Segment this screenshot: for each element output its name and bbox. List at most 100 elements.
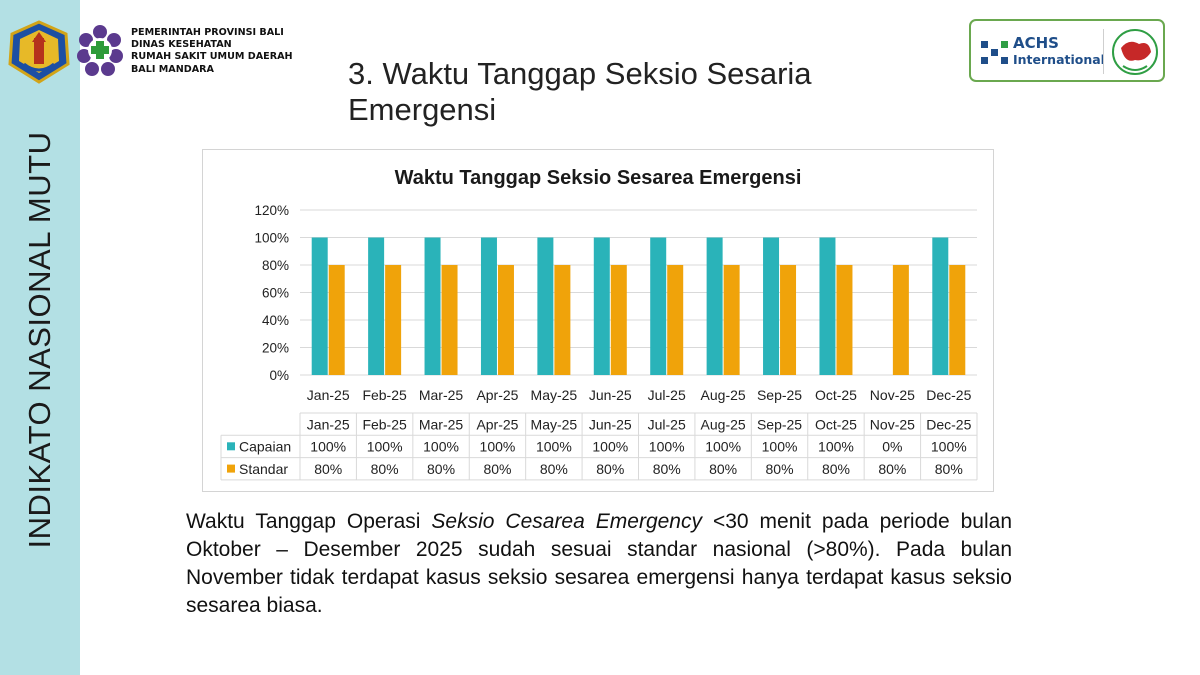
table-header-cell: Sep-25 bbox=[757, 416, 802, 432]
caption-emphasis: Seksio Cesarea Emergency bbox=[431, 510, 702, 533]
caption-text: <30 menit pada periode bulan Oktober – D… bbox=[186, 510, 1012, 617]
table-cell-standar: 80% bbox=[427, 461, 455, 477]
bar-standar-aug-25 bbox=[723, 265, 740, 375]
table-header-cell: Dec-25 bbox=[926, 416, 971, 432]
bar-standar-jun-25 bbox=[610, 265, 627, 375]
y-tick-label: 120% bbox=[254, 203, 289, 218]
table-cell-standar: 80% bbox=[935, 461, 963, 477]
x-tick-label: Sep-25 bbox=[757, 387, 802, 403]
legend-label: Capaian bbox=[239, 439, 291, 455]
legend-label: Standar bbox=[239, 461, 288, 477]
y-tick-label: 20% bbox=[262, 341, 289, 356]
bar-capaian-jan-25 bbox=[311, 237, 328, 375]
bar-standar-apr-25 bbox=[497, 265, 514, 375]
table-cell-capaian: 100% bbox=[762, 439, 798, 455]
bar-standar-jul-25 bbox=[667, 265, 684, 375]
table-cell-capaian: 100% bbox=[649, 439, 685, 455]
x-tick-label: Apr-25 bbox=[476, 387, 518, 403]
table-cell-capaian: 100% bbox=[705, 439, 741, 455]
table-cell-capaian: 100% bbox=[480, 439, 516, 455]
table-cell-capaian: 100% bbox=[367, 439, 403, 455]
table-cell-standar: 80% bbox=[483, 461, 511, 477]
table-header-cell: Mar-25 bbox=[419, 416, 464, 432]
sidebar-vertical-title: INDIKATO NASIONAL MUTU bbox=[22, 131, 57, 549]
bar-capaian-mar-25 bbox=[424, 237, 441, 375]
y-tick-label: 40% bbox=[262, 313, 289, 328]
legend-swatch-standar bbox=[227, 464, 235, 473]
table-cell-capaian: 100% bbox=[423, 439, 459, 455]
table-cell-capaian: 0% bbox=[882, 439, 902, 455]
table-header-cell: Aug-25 bbox=[701, 416, 746, 432]
bar-capaian-jul-25 bbox=[650, 237, 667, 375]
achs-name: ACHS bbox=[1013, 34, 1059, 52]
x-tick-label: Nov-25 bbox=[870, 387, 915, 403]
bar-standar-dec-25 bbox=[949, 265, 966, 375]
table-header-cell: Jun-25 bbox=[589, 416, 632, 432]
x-tick-label: Jun-25 bbox=[589, 387, 632, 403]
sidebar-band: INDIKATO NASIONAL MUTU bbox=[0, 0, 80, 675]
chart-title: Waktu Tanggap Seksio Sesarea Emergensi bbox=[395, 167, 802, 189]
bar-capaian-may-25 bbox=[537, 237, 554, 375]
x-tick-label: Feb-25 bbox=[362, 387, 407, 403]
org-line: RUMAH SAKIT UMUM DAERAH bbox=[131, 51, 293, 63]
org-line: DINAS KESEHATAN bbox=[131, 39, 232, 51]
bar-standar-mar-25 bbox=[441, 265, 458, 375]
table-cell-capaian: 100% bbox=[592, 439, 628, 455]
bar-capaian-sep-25 bbox=[763, 237, 780, 375]
table-header-cell: Feb-25 bbox=[362, 416, 407, 432]
hospital-logo-icon bbox=[77, 25, 123, 76]
table-cell-standar: 80% bbox=[653, 461, 681, 477]
achs-badge: ACHS International bbox=[969, 19, 1165, 82]
x-tick-label: Oct-25 bbox=[815, 387, 857, 403]
table-cell-capaian: 100% bbox=[310, 439, 346, 455]
y-tick-label: 0% bbox=[269, 368, 289, 383]
bar-standar-sep-25 bbox=[780, 265, 797, 375]
bar-chart: Waktu Tanggap Seksio Sesarea Emergensi 0%… bbox=[220, 167, 978, 481]
table-header-cell: Nov-25 bbox=[870, 416, 915, 432]
achs-subtitle: International bbox=[1013, 52, 1105, 67]
bar-standar-oct-25 bbox=[836, 265, 853, 375]
table-cell-standar: 80% bbox=[878, 461, 906, 477]
table-cell-capaian: 100% bbox=[931, 439, 967, 455]
bar-standar-may-25 bbox=[554, 265, 571, 375]
achs-mark-icon bbox=[981, 41, 1008, 64]
bar-standar-nov-25 bbox=[892, 265, 909, 375]
x-tick-label: Dec-25 bbox=[926, 387, 971, 403]
caption-text: Waktu Tanggap Operasi bbox=[186, 510, 432, 533]
table-cell-standar: 80% bbox=[314, 461, 342, 477]
bar-capaian-apr-25 bbox=[480, 237, 497, 375]
accreditation-seal-icon bbox=[1112, 29, 1158, 75]
x-tick-label: Jul-25 bbox=[648, 387, 686, 403]
table-header-cell: Apr-25 bbox=[476, 416, 518, 432]
badge-divider bbox=[1103, 29, 1104, 74]
table-cell-capaian: 100% bbox=[536, 439, 572, 455]
org-line: PEMERINTAH PROVINSI BALI bbox=[131, 27, 284, 38]
table-header-cell: Jan-25 bbox=[307, 416, 350, 432]
table-cell-standar: 80% bbox=[709, 461, 737, 477]
table-cell-capaian: 100% bbox=[818, 439, 854, 455]
chart-frame: Waktu Tanggap Seksio Sesarea Emergensi 0%… bbox=[202, 149, 994, 492]
bar-capaian-dec-25 bbox=[932, 237, 949, 375]
table-cell-standar: 80% bbox=[822, 461, 850, 477]
organization-name: PEMERINTAH PROVINSI BALI DINAS KESEHATAN… bbox=[131, 27, 293, 76]
bar-capaian-oct-25 bbox=[819, 237, 836, 375]
slide-title-line: 3. Waktu Tanggap Seksio Sesaria bbox=[348, 56, 812, 91]
x-tick-label: Jan-25 bbox=[307, 387, 350, 403]
table-cell-standar: 80% bbox=[371, 461, 399, 477]
slide-title: 3. Waktu Tanggap Seksio Sesaria Emergens… bbox=[348, 56, 908, 128]
bali-province-emblem-icon bbox=[8, 20, 70, 84]
table-cell-standar: 80% bbox=[540, 461, 568, 477]
table-header-cell: Oct-25 bbox=[815, 416, 857, 432]
bar-standar-jan-25 bbox=[328, 265, 345, 375]
table-header-cell: Jul-25 bbox=[648, 416, 686, 432]
y-tick-label: 60% bbox=[262, 286, 289, 301]
bar-capaian-feb-25 bbox=[368, 237, 385, 375]
table-header-cell: May-25 bbox=[531, 416, 578, 432]
x-tick-label: Aug-25 bbox=[701, 387, 746, 403]
y-tick-label: 80% bbox=[262, 258, 289, 273]
x-tick-label: Mar-25 bbox=[419, 387, 464, 403]
org-line: BALI MANDARA bbox=[131, 63, 214, 75]
y-tick-label: 100% bbox=[254, 231, 289, 246]
slide-title-line: Emergensi bbox=[348, 92, 497, 127]
bar-standar-feb-25 bbox=[385, 265, 402, 375]
